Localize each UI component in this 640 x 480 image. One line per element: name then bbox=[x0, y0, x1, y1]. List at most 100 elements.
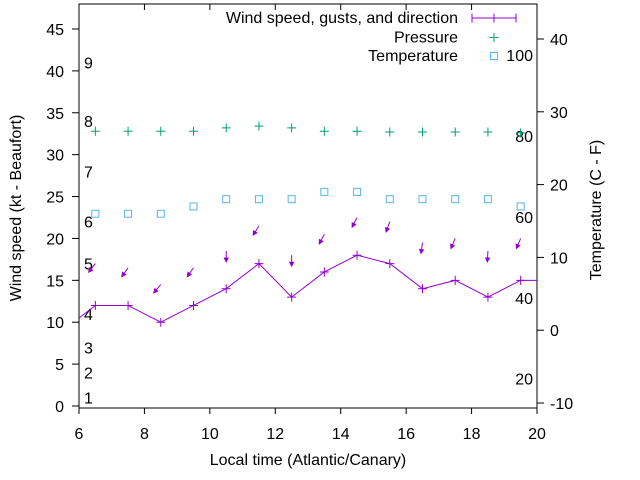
wind-point-marker bbox=[189, 300, 198, 310]
y-right-tick-label: 0 bbox=[550, 323, 559, 340]
plot-border bbox=[78, 3, 538, 409]
temperature-point-marker bbox=[189, 202, 198, 211]
gust-direction-arrow bbox=[87, 263, 96, 274]
y-right-axis-title: Temperature (C - F) bbox=[588, 139, 605, 281]
x-tick-label: 18 bbox=[463, 426, 481, 443]
wind-series bbox=[78, 250, 537, 327]
pressure-point-marker bbox=[385, 127, 395, 137]
gust-direction-arrow bbox=[223, 251, 229, 264]
pressure-point-marker bbox=[418, 127, 427, 137]
beaufort-scale-label: 1 bbox=[84, 391, 93, 408]
y-right-tick-label: 20 bbox=[550, 178, 568, 195]
pressure-point-marker bbox=[254, 121, 264, 131]
wind-point-marker bbox=[352, 250, 362, 260]
y-left-tick-label: 45 bbox=[46, 22, 64, 39]
pressure-point-marker bbox=[156, 126, 166, 136]
pressure-point-marker bbox=[319, 126, 329, 136]
y-left-axis-title: Wind speed (kt - Beaufort) bbox=[8, 114, 25, 302]
pressure-point-marker bbox=[123, 126, 133, 136]
wind-point-marker bbox=[156, 317, 166, 327]
pressure-point-marker bbox=[221, 123, 231, 133]
temperature-series bbox=[91, 187, 525, 218]
pressure-series bbox=[90, 121, 526, 138]
temperature-point-marker bbox=[156, 209, 165, 218]
temperature-point-marker bbox=[451, 195, 460, 204]
beaufort-scale-label: 4 bbox=[84, 307, 93, 324]
y-left-tick-label: 5 bbox=[55, 357, 64, 374]
wind-point-marker bbox=[319, 267, 329, 277]
fahrenheit-scale-label: 80 bbox=[515, 129, 533, 146]
x-axis-title: Local time (Atlantic/Canary) bbox=[209, 452, 407, 469]
legend-label: Wind speed, gusts, and direction bbox=[226, 10, 458, 27]
x-tick-label: 16 bbox=[397, 426, 415, 443]
beaufort-scale-label: 3 bbox=[84, 340, 93, 357]
legend-label: Pressure bbox=[394, 30, 458, 47]
temperature-point-marker bbox=[91, 209, 100, 218]
legend-label: Temperature bbox=[368, 48, 458, 65]
wind-series-line bbox=[78, 254, 537, 323]
gust-direction-arrow bbox=[418, 242, 425, 255]
legend-sample bbox=[489, 33, 499, 42]
x-tick-label: 14 bbox=[332, 426, 350, 443]
wind-point-marker bbox=[123, 300, 133, 310]
temperature-point-marker bbox=[124, 209, 133, 218]
y-right-tick-label: -10 bbox=[550, 396, 573, 413]
pressure-point-marker bbox=[90, 126, 100, 136]
beaufort-scale-label: 5 bbox=[84, 257, 93, 274]
y-right-tick-label: 40 bbox=[550, 32, 568, 49]
gust-direction-arrow bbox=[351, 217, 358, 229]
y-left-tick-label: 20 bbox=[46, 231, 64, 248]
wind-point-marker bbox=[221, 284, 231, 294]
y-left-tick-label: 30 bbox=[46, 148, 64, 165]
gust-direction-arrow bbox=[450, 238, 456, 250]
temperature-point-marker bbox=[254, 195, 263, 204]
beaufort-scale-label: 8 bbox=[84, 114, 93, 131]
beaufort-scale-label: 9 bbox=[84, 56, 93, 73]
gust-direction-arrow bbox=[121, 267, 129, 278]
pressure-point-marker bbox=[516, 128, 526, 138]
gust-direction-arrow bbox=[484, 250, 491, 263]
legend-sample bbox=[490, 52, 498, 60]
legend: Wind speed, gusts, and direction Pressure… bbox=[226, 10, 517, 65]
y-right-tick-label: 10 bbox=[550, 250, 568, 267]
wind-point-marker bbox=[483, 292, 493, 302]
wind-point-marker bbox=[450, 275, 460, 285]
x-tick-label: 20 bbox=[528, 426, 546, 443]
pressure-point-marker bbox=[450, 127, 460, 137]
fahrenheit-scale-label: 40 bbox=[515, 291, 533, 308]
temperature-point-marker bbox=[353, 187, 362, 196]
beaufort-scale-label: 6 bbox=[84, 215, 93, 232]
temperature-point-marker bbox=[516, 202, 525, 211]
y-left-axis-ticks bbox=[72, 28, 79, 407]
gust-direction-arrow bbox=[252, 225, 260, 237]
gust-arrows bbox=[87, 217, 522, 294]
wind-point-marker bbox=[516, 275, 526, 285]
y-left-tick-label: 35 bbox=[46, 106, 64, 123]
x-axis-ticks bbox=[78, 4, 538, 414]
pressure-point-marker bbox=[287, 123, 297, 133]
gust-direction-arrow bbox=[288, 255, 295, 268]
beaufort-scale-label: 7 bbox=[84, 164, 93, 181]
x-tick-label: 6 bbox=[75, 426, 84, 443]
y-left-tick-label: 25 bbox=[46, 190, 64, 207]
temperature-point-marker bbox=[385, 195, 394, 204]
y-left-tick-label: 40 bbox=[46, 64, 64, 81]
pressure-point-marker bbox=[189, 126, 198, 136]
x-tick-label: 10 bbox=[201, 426, 219, 443]
x-tick-label: 8 bbox=[140, 426, 149, 443]
y-left-tick-label: 0 bbox=[55, 399, 64, 416]
gust-direction-arrow bbox=[385, 221, 391, 233]
temperature-point-marker bbox=[287, 195, 296, 204]
wind-point-marker bbox=[418, 284, 427, 294]
gust-direction-arrow bbox=[515, 238, 522, 250]
temperature-point-marker bbox=[320, 187, 329, 196]
wind-point-marker bbox=[287, 292, 297, 302]
fahrenheit-scale-label: 100 bbox=[506, 48, 533, 65]
pressure-point-marker bbox=[352, 126, 362, 136]
gust-direction-arrow bbox=[153, 284, 162, 294]
gust-direction-arrow bbox=[318, 234, 325, 245]
wind-point-marker bbox=[90, 300, 100, 310]
wind-point-marker bbox=[385, 259, 395, 269]
